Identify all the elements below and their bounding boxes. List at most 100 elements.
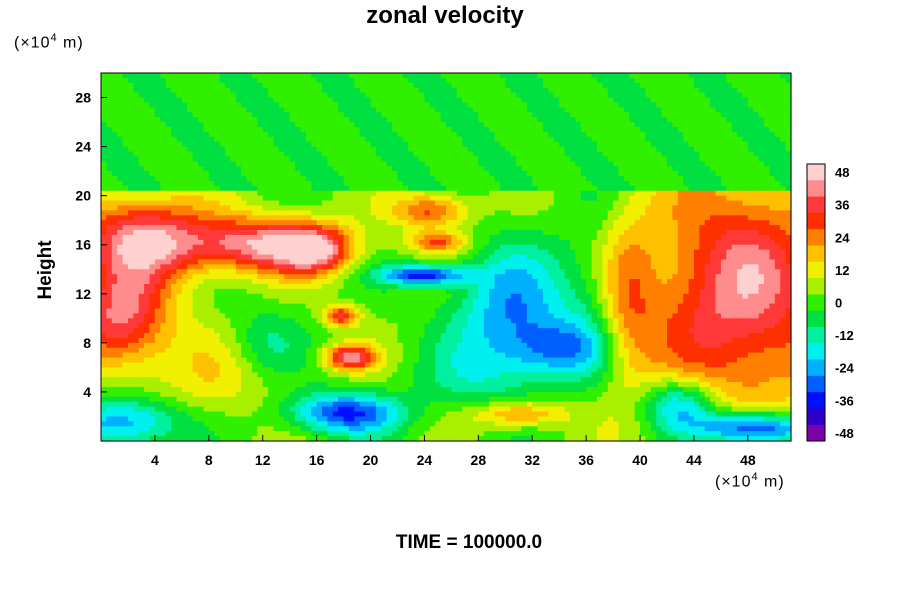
- heatmap-cell: [737, 82, 744, 89]
- heatmap-cell: [656, 107, 663, 113]
- heatmap-cell: [133, 77, 140, 84]
- heatmap-cell: [516, 185, 523, 192]
- heatmap-cell: [187, 107, 194, 113]
- heatmap-cell: [699, 112, 706, 118]
- heatmap-cell: [764, 239, 771, 246]
- heatmap-cell: [154, 112, 161, 118]
- heatmap-cell: [602, 234, 609, 241]
- heatmap-cell: [392, 220, 399, 226]
- heatmap-cell: [623, 225, 630, 231]
- heatmap-cell: [672, 254, 679, 261]
- heatmap-cell: [289, 259, 296, 265]
- heatmap-cell: [419, 200, 426, 207]
- heatmap-cell: [251, 122, 258, 128]
- heatmap-cell: [478, 146, 485, 153]
- heatmap-cell: [278, 141, 285, 148]
- heatmap-cell: [785, 180, 792, 187]
- heatmap-cell: [478, 151, 485, 158]
- heatmap-cell: [489, 180, 496, 187]
- heatmap-cell: [106, 195, 113, 202]
- heatmap-cell: [257, 87, 264, 94]
- heatmap-cell: [435, 82, 442, 89]
- heatmap-cell: [176, 131, 183, 138]
- heatmap-cell: [446, 215, 452, 221]
- heatmap-cell: [715, 141, 722, 148]
- heatmap-cell: [737, 195, 744, 202]
- heatmap-cell: [569, 234, 576, 241]
- heatmap-cell: [133, 126, 140, 133]
- heatmap-cell: [494, 215, 501, 221]
- heatmap-cell: [753, 176, 760, 182]
- heatmap-cell: [505, 200, 512, 207]
- heatmap-cell: [413, 215, 420, 221]
- heatmap-cell: [494, 180, 501, 187]
- heatmap-cell: [332, 97, 339, 104]
- heatmap-cell: [613, 244, 620, 251]
- heatmap-cell: [634, 171, 641, 177]
- heatmap-cell: [704, 234, 711, 241]
- heatmap-cell: [429, 92, 436, 99]
- heatmap-cell: [451, 185, 458, 192]
- heatmap-cell: [397, 107, 404, 113]
- heatmap-cell: [704, 230, 711, 236]
- heatmap-cell: [472, 225, 479, 231]
- heatmap-cell: [747, 166, 754, 172]
- heatmap-cell: [305, 254, 312, 261]
- heatmap-cell: [284, 156, 291, 162]
- heatmap-cell: [138, 131, 145, 138]
- heatmap-cell: [224, 200, 231, 207]
- heatmap-cell: [203, 126, 210, 133]
- heatmap-cell: [467, 190, 474, 197]
- heatmap-cell: [241, 210, 248, 216]
- heatmap-cell: [499, 112, 506, 118]
- heatmap-cell: [187, 205, 194, 211]
- heatmap-cell: [623, 259, 630, 265]
- heatmap-cell: [176, 190, 183, 197]
- heatmap-cell: [219, 136, 226, 143]
- heatmap-cell: [499, 244, 506, 251]
- heatmap-cell: [338, 239, 345, 246]
- heatmap-cell: [370, 82, 377, 89]
- heatmap-cell: [370, 122, 377, 128]
- heatmap-cell: [165, 195, 172, 202]
- heatmap-cell: [467, 185, 474, 192]
- heatmap-cell: [521, 112, 528, 118]
- heatmap-cell: [127, 92, 134, 99]
- heatmap-cell: [489, 205, 496, 211]
- heatmap-cell: [742, 254, 749, 261]
- heatmap-cell: [192, 259, 199, 265]
- heatmap-cell: [510, 82, 517, 89]
- heatmap-cell: [596, 117, 603, 123]
- heatmap-cell: [343, 122, 350, 128]
- heatmap-cell: [785, 195, 792, 202]
- heatmap-cell: [645, 136, 652, 143]
- heatmap-cell: [268, 166, 275, 172]
- heatmap-cell: [526, 92, 533, 99]
- heatmap-cell: [478, 107, 485, 113]
- heatmap-cell: [446, 176, 452, 182]
- heatmap-cell: [451, 107, 458, 113]
- heatmap-cell: [731, 151, 738, 158]
- heatmap-cell: [295, 230, 302, 236]
- heatmap-cell: [424, 92, 431, 99]
- heatmap-cell: [586, 102, 593, 108]
- heatmap-cell: [715, 131, 722, 138]
- heatmap-cell: [586, 220, 593, 226]
- heatmap-cell: [327, 161, 334, 167]
- heatmap-cell: [413, 122, 420, 128]
- heatmap-cell: [160, 171, 167, 177]
- heatmap-cell: [575, 254, 582, 261]
- heatmap-cell: [704, 151, 711, 158]
- heatmap-cell: [203, 73, 210, 79]
- heatmap-cell: [359, 230, 366, 236]
- heatmap-cell: [532, 117, 539, 123]
- heatmap-cell: [580, 220, 587, 226]
- heatmap-cell: [311, 190, 318, 197]
- heatmap-cell: [543, 151, 550, 158]
- heatmap-cell: [629, 131, 636, 138]
- heatmap-cell: [510, 151, 517, 158]
- heatmap-cell: [526, 156, 533, 162]
- heatmap-cell: [785, 141, 792, 148]
- heatmap-cell: [251, 259, 258, 265]
- heatmap-cell: [154, 185, 161, 192]
